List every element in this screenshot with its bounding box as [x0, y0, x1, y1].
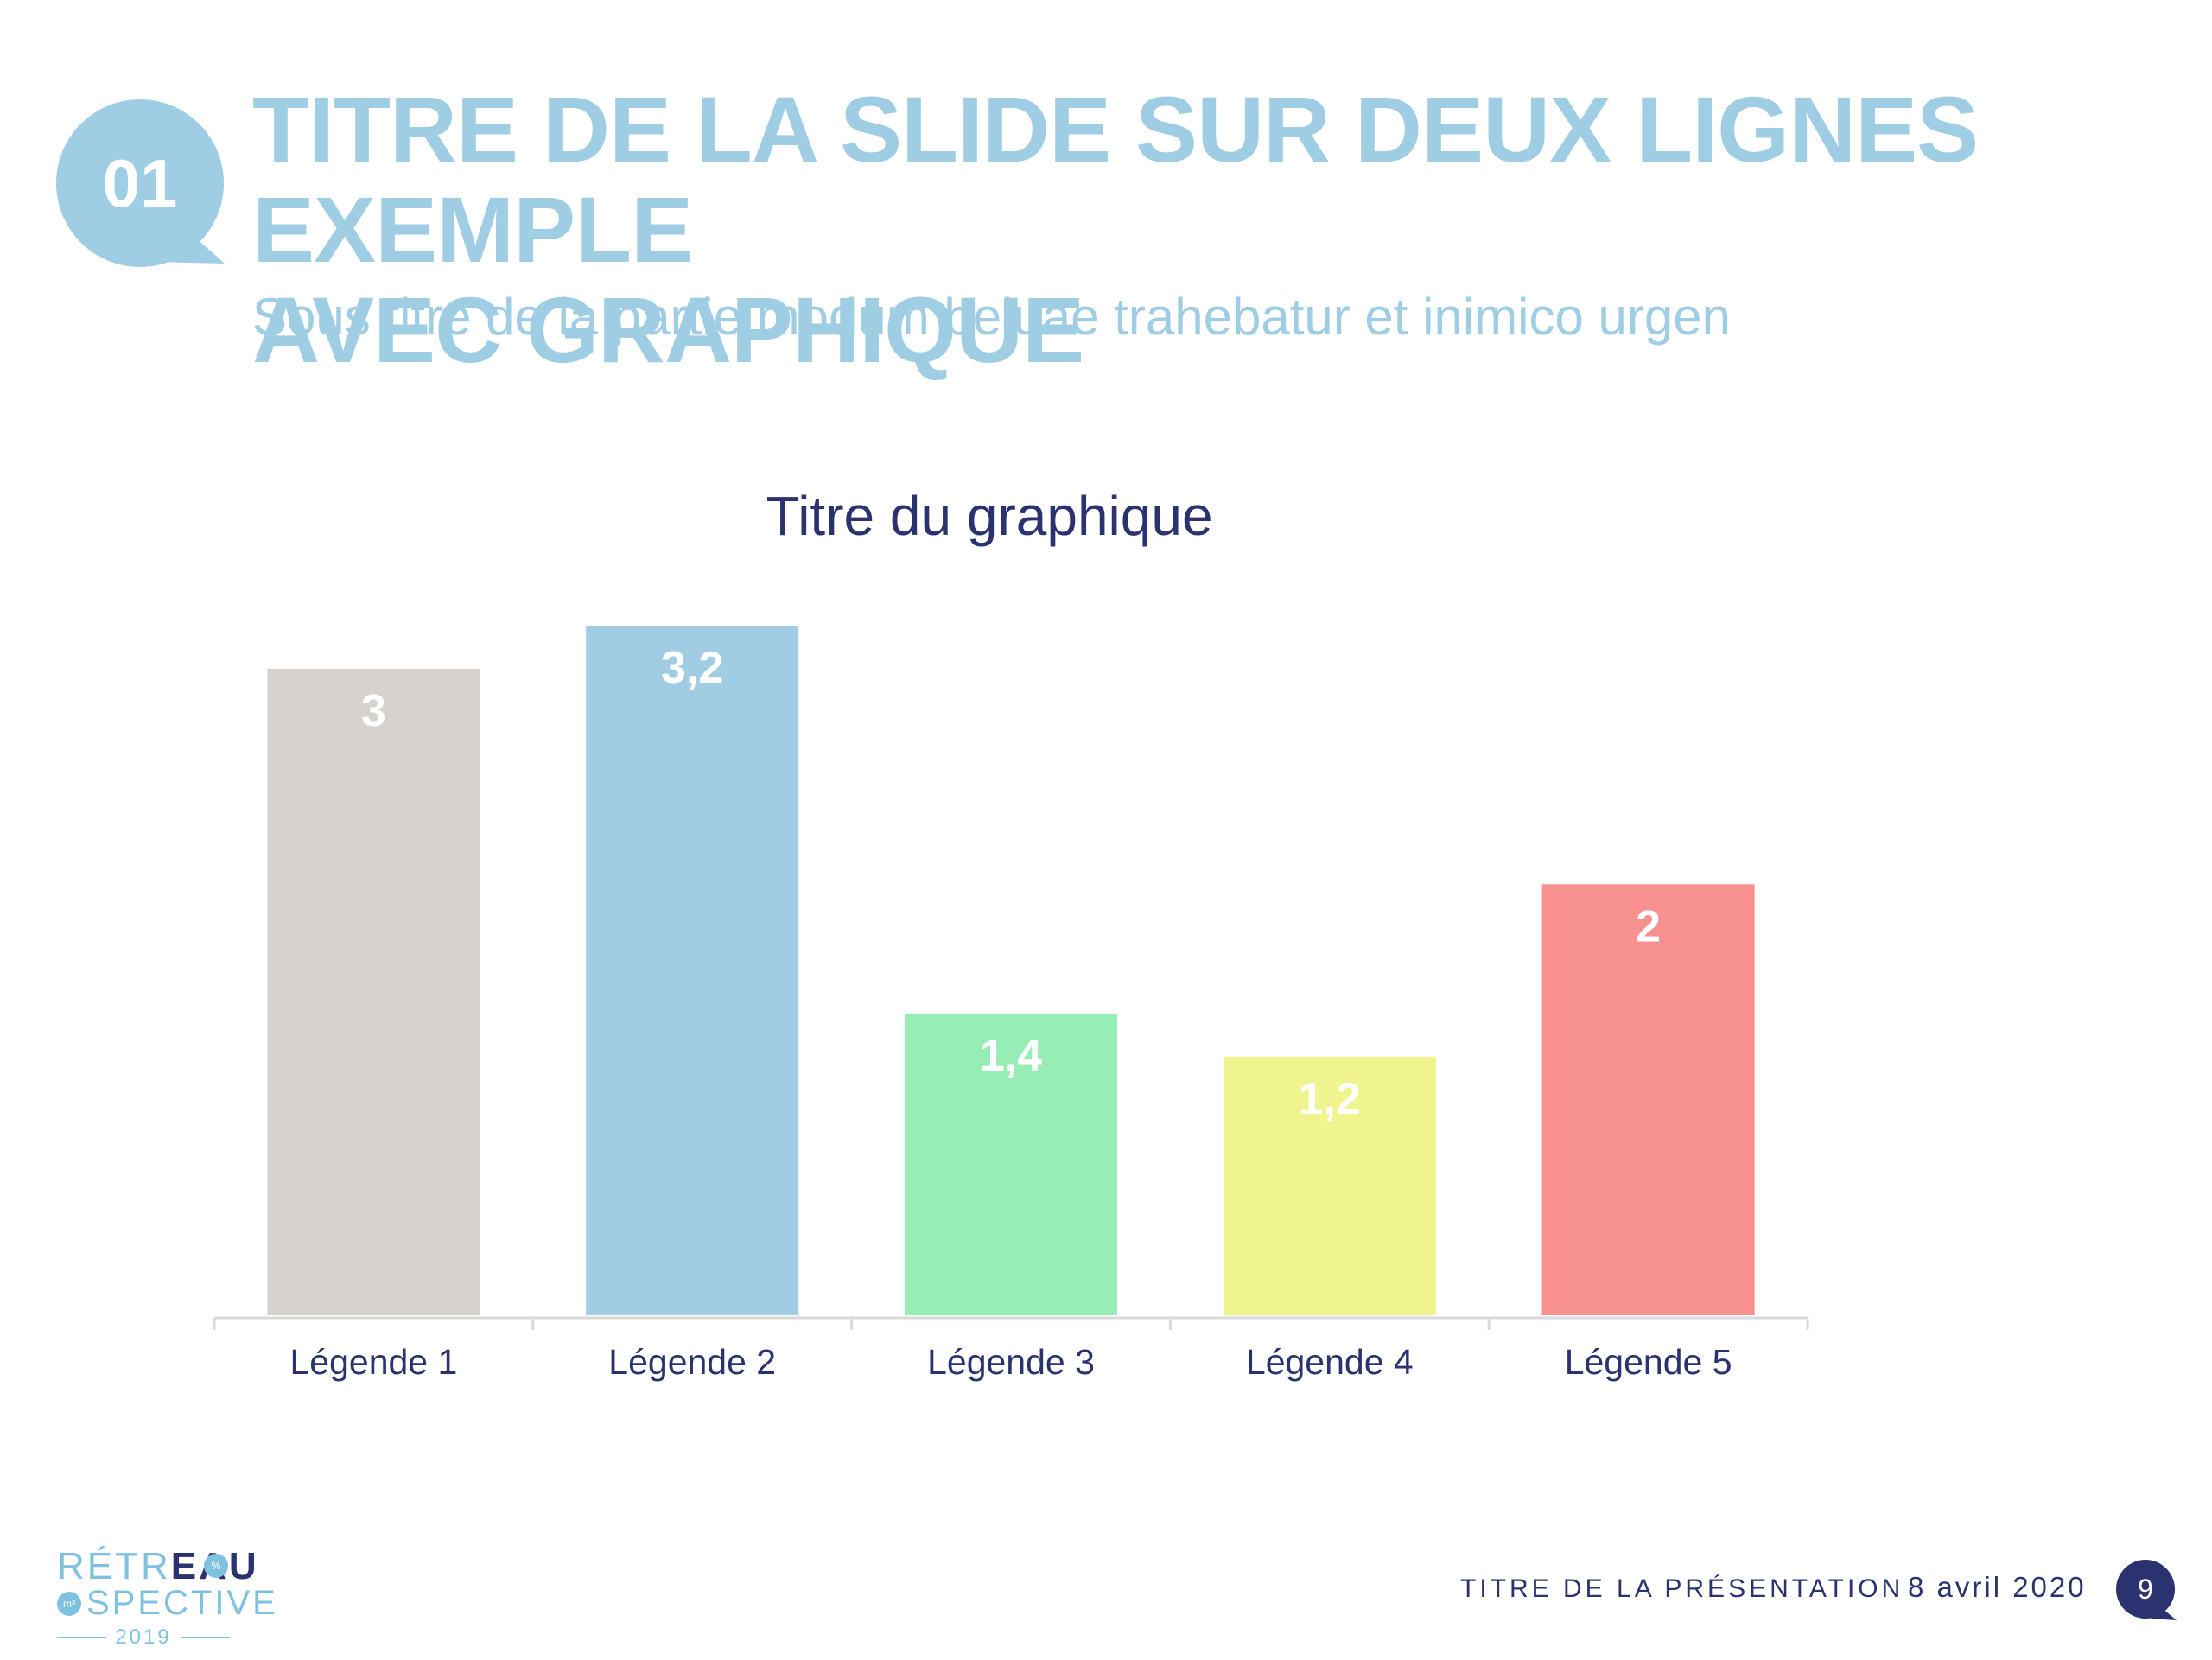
data-label-5: 2	[1636, 901, 1661, 951]
category-label-4: Légende 4	[1246, 1342, 1414, 1382]
data-label-3: 1,4	[980, 1031, 1042, 1081]
bar-4	[1223, 1056, 1436, 1315]
category-label-5: Légende 5	[1565, 1342, 1732, 1382]
data-label-4: 1,2	[1299, 1074, 1361, 1124]
page-number: 9	[2138, 1573, 2153, 1605]
logo-rule-right	[180, 1637, 231, 1638]
section-number: 01	[102, 144, 178, 221]
slide-title-line-1: TITRE DE LA SLIDE SUR DEUX LIGNES EXEMPL…	[252, 77, 1979, 282]
bar-3	[905, 1013, 1117, 1315]
footer-presentation-title: TITRE DE LA PRÉSENTATION	[1460, 1574, 1904, 1603]
logo-line-2: SPECTIVE	[86, 1584, 278, 1622]
bar-chart: 3 Légende 1 3,2 Légende 2 1,4 Légende 3 1,2 Lég…	[213, 626, 1809, 1382]
slide-subtitle: Sous titre de la partie modum beluae tra…	[252, 288, 1731, 346]
slide-title-line-2: AVEC GRAPHIQUE	[252, 277, 1084, 382]
footer-date: 8 avril 2020	[1908, 1571, 2087, 1603]
page-number-badge: 9	[2116, 1560, 2178, 1622]
logo-m3-badge: m³	[57, 1592, 81, 1616]
bar-2	[586, 626, 799, 1315]
category-label-1: Légende 1	[289, 1342, 457, 1382]
logo-year-row: 2019	[57, 1625, 231, 1649]
category-label-2: Légende 2	[608, 1342, 776, 1382]
bar-1	[267, 668, 480, 1315]
logo-year: 2019	[115, 1625, 172, 1649]
logo-percent-badge: %	[204, 1554, 228, 1578]
logo-line-1: RÉTREAU	[57, 1547, 259, 1587]
category-label-3: Légende 3	[927, 1342, 1095, 1382]
speech-bubble-icon	[56, 99, 225, 267]
section-number-badge: 01	[56, 99, 225, 267]
data-label-2: 3,2	[661, 643, 723, 693]
bar-5	[1541, 884, 1755, 1315]
logo-rule-left	[57, 1637, 107, 1638]
logo-text-light: RÉTR	[57, 1545, 171, 1587]
slide-title: TITRE DE LA SLIDE SUR DEUX LIGNES EXEMPL…	[252, 80, 2153, 380]
data-label-1: 3	[361, 686, 386, 736]
chart-title: Titre du graphique	[766, 485, 1213, 547]
page-bubble-icon	[2116, 1560, 2177, 1620]
retreauspective-logo: RÉTREAU % m³ SPECTIVE 2019	[57, 1547, 276, 1650]
